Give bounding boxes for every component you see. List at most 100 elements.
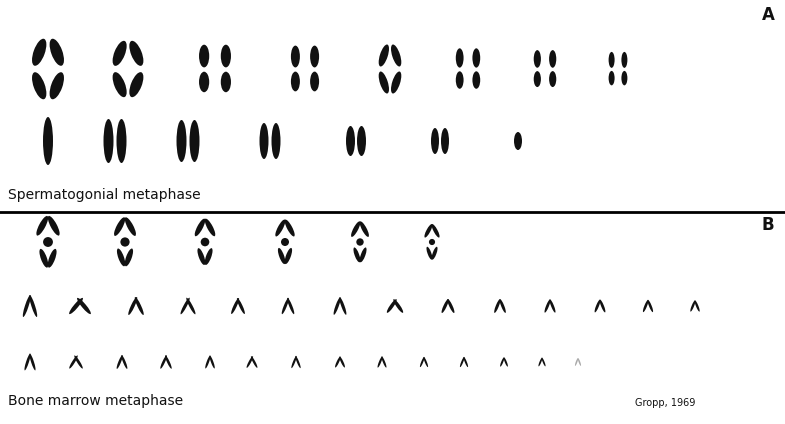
Ellipse shape [500,357,504,367]
Ellipse shape [43,237,53,247]
Ellipse shape [495,299,500,313]
Ellipse shape [177,120,187,162]
Ellipse shape [425,224,433,237]
Ellipse shape [104,119,114,163]
Ellipse shape [205,356,210,368]
Ellipse shape [339,297,346,315]
Ellipse shape [120,237,130,247]
Ellipse shape [447,299,455,313]
Ellipse shape [117,355,122,369]
Ellipse shape [29,295,37,317]
Ellipse shape [463,357,468,367]
Ellipse shape [130,41,144,66]
Ellipse shape [473,71,480,89]
Ellipse shape [622,71,627,85]
Ellipse shape [291,46,300,67]
Ellipse shape [608,52,615,68]
Ellipse shape [291,72,300,91]
Ellipse shape [205,248,213,265]
Ellipse shape [198,248,205,265]
Ellipse shape [542,358,546,366]
Ellipse shape [75,355,82,368]
Ellipse shape [420,357,425,367]
Ellipse shape [69,298,83,314]
Ellipse shape [378,357,382,368]
Ellipse shape [456,48,464,67]
Ellipse shape [578,358,581,366]
Ellipse shape [310,72,319,91]
Ellipse shape [287,298,294,314]
Ellipse shape [356,238,363,245]
Ellipse shape [351,221,360,237]
Ellipse shape [165,355,172,369]
Ellipse shape [387,299,396,313]
Ellipse shape [48,249,57,268]
Ellipse shape [278,248,285,264]
Ellipse shape [221,72,231,92]
Ellipse shape [39,249,48,268]
Ellipse shape [237,298,245,314]
Ellipse shape [128,297,137,315]
Ellipse shape [600,300,605,312]
Ellipse shape [199,45,210,67]
Text: A: A [761,6,775,24]
Ellipse shape [276,220,285,237]
Ellipse shape [282,298,289,314]
Ellipse shape [432,247,437,259]
Ellipse shape [43,117,53,165]
Ellipse shape [426,247,433,259]
Ellipse shape [391,45,401,67]
Text: Bone marrow metaphase: Bone marrow metaphase [8,394,183,408]
Text: Gropp, 1969: Gropp, 1969 [635,398,696,408]
Ellipse shape [199,72,210,92]
Ellipse shape [125,248,133,266]
Ellipse shape [534,71,541,87]
Ellipse shape [432,224,440,237]
Ellipse shape [272,123,280,159]
Ellipse shape [539,358,542,366]
Ellipse shape [135,297,144,315]
Ellipse shape [504,357,508,367]
Ellipse shape [251,356,257,368]
Ellipse shape [285,248,292,264]
Ellipse shape [125,217,136,236]
Ellipse shape [112,41,126,66]
Ellipse shape [360,221,369,237]
Ellipse shape [549,50,557,68]
Ellipse shape [643,300,648,312]
Ellipse shape [23,295,31,317]
Ellipse shape [260,123,268,159]
Ellipse shape [295,356,301,368]
Text: B: B [761,216,774,234]
Ellipse shape [441,128,449,154]
Ellipse shape [690,300,696,312]
Ellipse shape [622,52,627,68]
Ellipse shape [460,357,465,367]
Ellipse shape [499,299,506,313]
Text: Spermatogonial metaphase: Spermatogonial metaphase [8,188,201,202]
Ellipse shape [189,120,199,162]
Ellipse shape [594,300,601,312]
Ellipse shape [36,216,48,236]
Ellipse shape [695,300,699,312]
Ellipse shape [114,217,125,236]
Ellipse shape [648,300,653,312]
Ellipse shape [456,71,464,89]
Ellipse shape [160,355,167,369]
Ellipse shape [210,356,215,368]
Ellipse shape [291,356,297,368]
Ellipse shape [49,39,64,66]
Ellipse shape [575,358,579,366]
Ellipse shape [473,48,480,67]
Ellipse shape [186,298,195,314]
Ellipse shape [346,126,355,156]
Ellipse shape [391,72,401,94]
Ellipse shape [77,298,91,314]
Ellipse shape [353,248,360,262]
Ellipse shape [550,299,556,312]
Ellipse shape [334,297,341,315]
Ellipse shape [117,248,126,266]
Ellipse shape [357,126,366,156]
Ellipse shape [339,357,345,368]
Ellipse shape [231,298,239,314]
